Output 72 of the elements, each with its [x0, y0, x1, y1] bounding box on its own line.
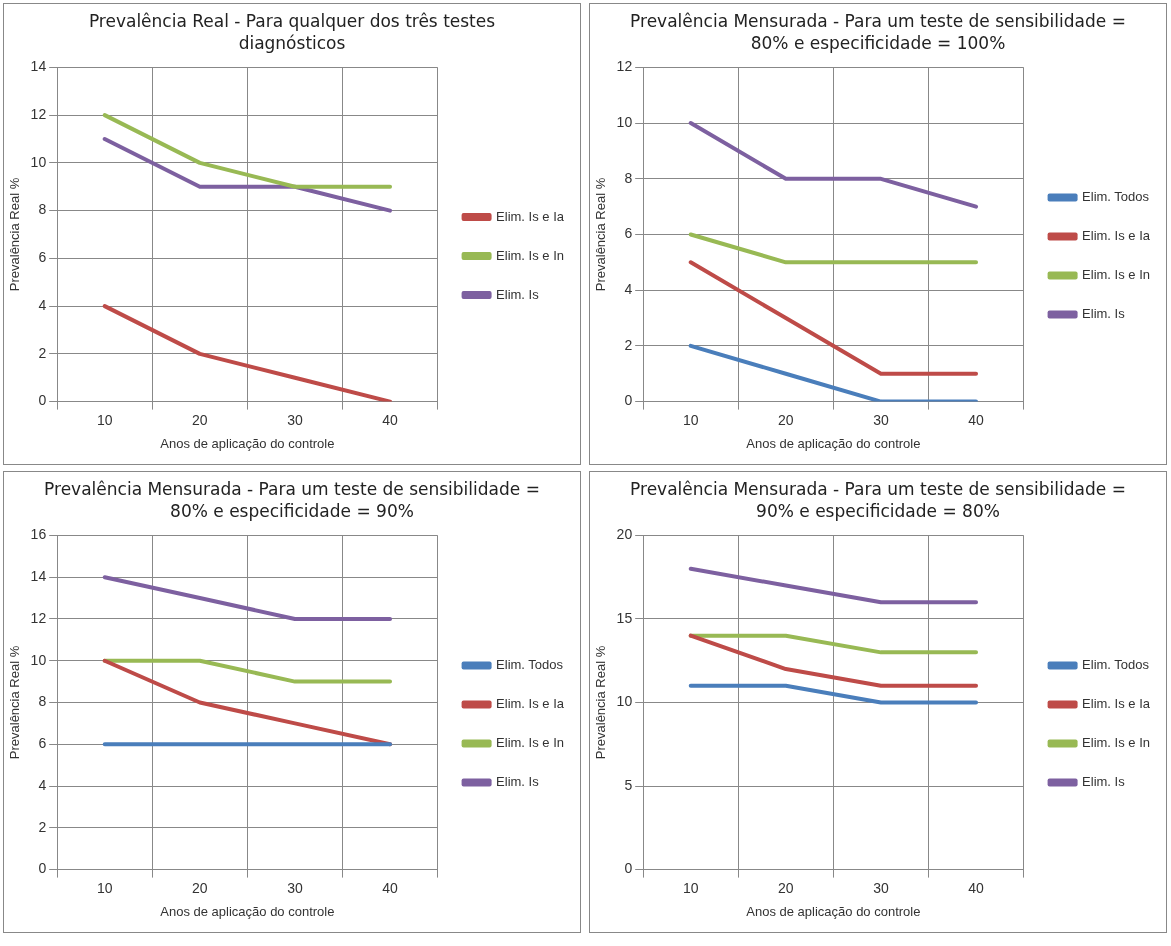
y-tick-label: 10	[616, 113, 633, 130]
legend-label: Elim. Is e Ia	[1082, 228, 1151, 244]
y-tick-label: 0	[624, 392, 633, 409]
y-tick-label: 6	[38, 249, 47, 266]
legend-label: Elim. Is e In	[1082, 267, 1151, 283]
x-tick-label: 20	[778, 879, 794, 896]
x-axis-title: Anos de aplicação do controle	[746, 435, 921, 451]
legend-label: Elim. Is e In	[496, 735, 565, 751]
legend-label: Elim. Todos	[1082, 189, 1150, 205]
x-tick-label: 40	[382, 879, 399, 896]
y-tick-label: 8	[38, 693, 47, 710]
y-tick-label: 10	[30, 153, 47, 170]
x-axis-title: Anos de aplicação do controle	[160, 435, 335, 451]
y-axis-title: Prevalência Real %	[7, 177, 23, 292]
legend-label: Elim. Is e Ia	[496, 208, 565, 224]
y-tick-label: 0	[38, 392, 47, 409]
y-tick-label: 20	[616, 526, 633, 543]
legend-label: Elim. Is e Ia	[1082, 696, 1151, 712]
x-tick-label: 30	[873, 879, 889, 896]
x-tick-label: 30	[287, 411, 303, 428]
legend-label: Elim. Todos	[1082, 657, 1150, 673]
x-tick-label: 10	[682, 879, 699, 896]
y-axis-title: Prevalência Real %	[593, 177, 609, 292]
x-tick-label: 30	[873, 411, 889, 428]
y-tick-label: 14	[30, 568, 47, 585]
x-tick-label: 30	[287, 879, 303, 896]
y-tick-label: 6	[624, 225, 633, 242]
y-tick-label: 12	[30, 609, 47, 626]
y-tick-label: 8	[38, 201, 47, 218]
y-tick-label: 6	[38, 735, 47, 752]
x-tick-label: 20	[192, 411, 208, 428]
y-axis-title: Prevalência Real %	[7, 645, 23, 760]
legend-label: Elim. Todos	[496, 657, 564, 673]
x-tick-label: 40	[382, 411, 399, 428]
y-tick-label: 14	[30, 58, 47, 75]
x-tick-label: 10	[96, 411, 113, 428]
y-tick-label: 0	[38, 860, 47, 877]
chart-title: Prevalência Mensurada - Para um teste de sensibilidade = 80% e especificidade = 90%	[43, 478, 541, 523]
x-tick-label: 20	[778, 411, 794, 428]
x-tick-label: 40	[968, 879, 985, 896]
y-tick-label: 4	[38, 296, 47, 313]
legend-label: Elim. Is	[1082, 306, 1126, 322]
y-axis-title: Prevalência Real %	[593, 645, 609, 760]
x-axis-title: Anos de aplicação do controle	[160, 903, 335, 919]
x-tick-label: 20	[192, 879, 208, 896]
legend-label: Elim. Is	[496, 286, 540, 302]
legend-label: Elim. Is e In	[1082, 735, 1151, 751]
y-tick-label: 15	[616, 609, 633, 626]
x-tick-label: 10	[96, 879, 113, 896]
y-tick-label: 16	[30, 526, 47, 543]
y-tick-label: 2	[38, 818, 47, 835]
x-axis-title: Anos de aplicação do controle	[746, 903, 921, 919]
y-tick-label: 4	[624, 281, 633, 298]
chart-title: Prevalência Mensurada - Para um teste de sensibilidade = 80% e especificidade = 100%	[629, 10, 1127, 55]
y-tick-label: 5	[624, 776, 633, 793]
legend-label: Elim. Is	[496, 774, 540, 790]
y-tick-label: 10	[30, 651, 47, 668]
chart-title: Prevalência Real - Para qualquer dos três testes diagnósticos	[87, 10, 497, 55]
legend-label: Elim. Is e In	[496, 247, 565, 263]
y-tick-label: 8	[624, 169, 633, 186]
x-tick-label: 10	[682, 411, 699, 428]
y-tick-label: 4	[38, 776, 47, 793]
x-tick-label: 40	[968, 411, 985, 428]
y-tick-label: 2	[38, 344, 47, 361]
y-tick-label: 12	[30, 106, 47, 122]
y-tick-label: 0	[624, 860, 633, 877]
y-tick-label: 12	[616, 58, 633, 75]
legend-label: Elim. Is e Ia	[496, 696, 565, 712]
y-tick-label: 2	[624, 336, 633, 353]
y-tick-label: 10	[616, 693, 633, 710]
legend-label: Elim. Is	[1082, 774, 1126, 790]
chart-title: Prevalência Mensurada - Para um teste de sensibilidade = 90% e especificidade = 80%	[629, 478, 1127, 523]
